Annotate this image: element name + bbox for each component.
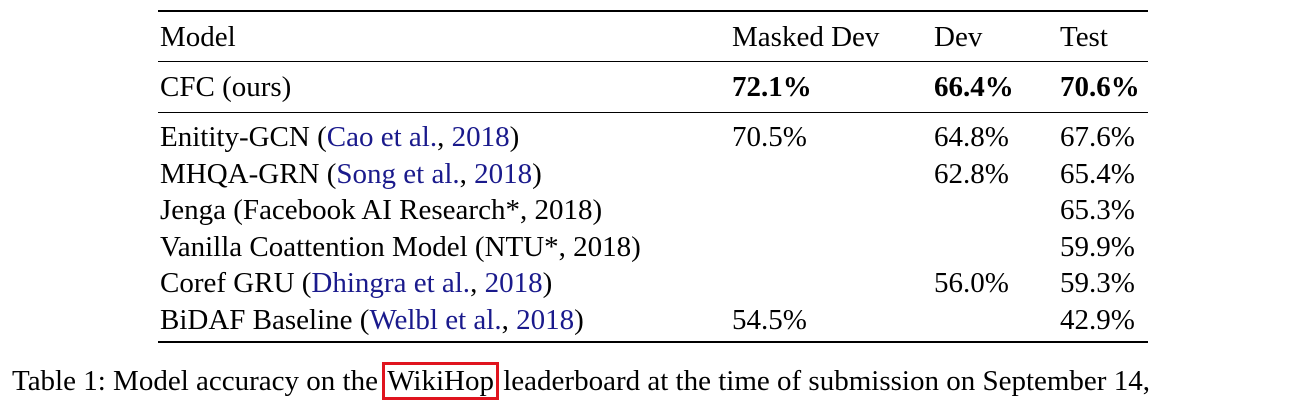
- citation-separator: ,: [470, 267, 485, 299]
- row-model: Jenga (Facebook AI Research*, 2018): [160, 193, 602, 227]
- bottom-rule: [158, 341, 1148, 343]
- table-caption: Table 1: Model accuracy on the WikiHop l…: [12, 362, 1150, 400]
- row-test: 42.9%: [1060, 304, 1135, 336]
- citation-separator: ,: [459, 158, 475, 190]
- header-masked-dev: Masked Dev: [732, 21, 880, 53]
- table-row: MHQA-GRN (Song et al., 2018) 62.8% 65.4%: [0, 157, 1294, 191]
- table-row: Jenga (Facebook AI Research*, 2018) 65.3%: [0, 193, 1294, 227]
- row-dev: 56.0%: [934, 267, 1009, 299]
- ours-row: CFC (ours) 72.1% 66.4% 70.6%: [0, 70, 1294, 104]
- table-row: Coref GRU (Dhingra et al., 2018) 56.0% 59.…: [0, 266, 1294, 300]
- citation-close: ): [542, 267, 553, 299]
- row-test: 65.3%: [1060, 194, 1135, 226]
- citation-separator: ,: [501, 304, 517, 336]
- header-row: Model Masked Dev Dev Test: [0, 20, 1294, 54]
- citation-link[interactable]: Welbl et al.: [369, 304, 502, 336]
- header-test: Test: [1060, 21, 1108, 53]
- ours-rule: [158, 112, 1148, 113]
- caption-suffix: leaderboard at the time of submission on…: [496, 365, 1150, 397]
- row-test: 59.9%: [1060, 231, 1135, 263]
- caption-prefix: Table 1: Model accuracy on the: [12, 365, 386, 397]
- caption-highlight-wikihop[interactable]: WikiHop: [382, 362, 499, 400]
- ours-model: CFC (ours): [160, 71, 292, 103]
- row-model: BiDAF Baseline (Welbl et al., 2018): [160, 303, 584, 337]
- row-model-name: BiDAF Baseline (: [160, 304, 370, 336]
- citation-link[interactable]: Song et al.: [336, 158, 460, 190]
- table-row: BiDAF Baseline (Welbl et al., 2018) 54.5%…: [0, 303, 1294, 337]
- citation-year-link[interactable]: 2018: [484, 267, 543, 299]
- table-row: Vanilla Coattention Model (NTU*, 2018) 59…: [0, 230, 1294, 264]
- table-row: Enitity-GCN (Cao et al., 2018) 70.5% 64.8%…: [0, 120, 1294, 154]
- row-model-name: Jenga (Facebook AI Research*, 2018): [160, 194, 603, 226]
- row-model-name: Coref GRU (: [160, 267, 312, 299]
- citation-year-link[interactable]: 2018: [451, 121, 510, 153]
- citation-year-link[interactable]: 2018: [474, 158, 533, 190]
- header-rule: [158, 61, 1148, 62]
- top-rule: [158, 10, 1148, 12]
- ours-test: 70.6%: [1060, 71, 1140, 103]
- row-model: Vanilla Coattention Model (NTU*, 2018): [160, 230, 641, 264]
- row-dev: 64.8%: [934, 121, 1009, 153]
- row-model: Coref GRU (Dhingra et al., 2018): [160, 266, 552, 300]
- row-model-name: Vanilla Coattention Model (NTU*, 2018): [160, 231, 641, 263]
- row-model-name: Enitity-GCN (: [160, 121, 327, 153]
- row-test: 59.3%: [1060, 267, 1135, 299]
- row-masked-dev: 70.5%: [732, 121, 807, 153]
- ours-dev: 66.4%: [934, 71, 1014, 103]
- row-dev: 62.8%: [934, 158, 1009, 190]
- row-test: 67.6%: [1060, 121, 1135, 153]
- row-masked-dev: 54.5%: [732, 304, 807, 336]
- citation-close: ): [509, 121, 520, 153]
- header-model: Model: [160, 21, 236, 53]
- row-model: Enitity-GCN (Cao et al., 2018): [160, 120, 519, 154]
- row-test: 65.4%: [1060, 158, 1135, 190]
- citation-link[interactable]: Cao et al.: [326, 121, 438, 153]
- citation-year-link[interactable]: 2018: [516, 304, 575, 336]
- row-model: MHQA-GRN (Song et al., 2018): [160, 157, 542, 191]
- citation-close: ): [574, 304, 584, 336]
- ours-masked-dev: 72.1%: [732, 71, 812, 103]
- citation-close: ): [532, 158, 542, 190]
- citation-separator: ,: [437, 121, 452, 153]
- row-model-name: MHQA-GRN (: [160, 158, 337, 190]
- citation-link[interactable]: Dhingra et al.: [311, 267, 471, 299]
- header-dev: Dev: [934, 21, 983, 53]
